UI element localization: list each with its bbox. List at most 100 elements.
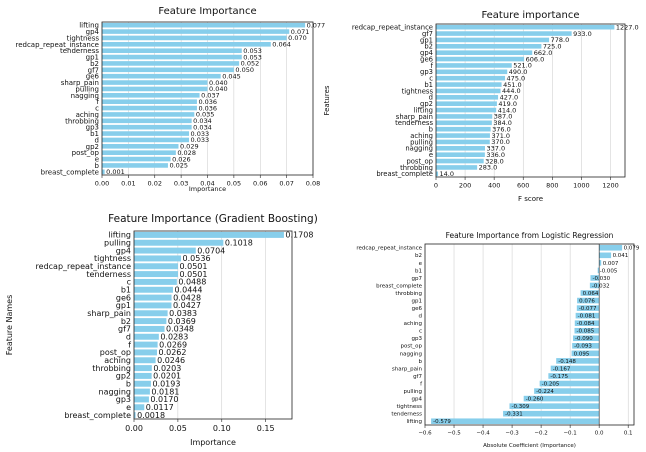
x-tick-label: 0.05: [169, 424, 187, 433]
data-label: 0.034: [193, 123, 212, 131]
category-label: e: [419, 261, 423, 267]
data-label: -0.260: [526, 397, 544, 403]
data-label: 336.0: [486, 151, 505, 159]
data-label: 725.0: [543, 43, 562, 51]
x-axis-label: F score: [518, 195, 543, 203]
category-label: gp3: [116, 395, 131, 404]
x-axis-label: Importance: [190, 438, 236, 447]
category-label: gp1: [86, 54, 99, 62]
data-label: 0.095: [574, 351, 590, 357]
data-label: -0.030: [592, 276, 610, 282]
category-label: throbbing: [400, 164, 433, 172]
category-label: gp4: [86, 28, 100, 36]
x-tick-label: 1000: [573, 182, 590, 190]
x-tick-label: 0.15: [257, 424, 275, 433]
data-label: 778.0: [551, 36, 570, 44]
data-label: -0.224: [536, 389, 554, 395]
category-label: redcap_repeat_instance: [15, 41, 99, 49]
bar: [436, 37, 550, 43]
category-label: f: [128, 340, 131, 349]
category-label: throbbing: [395, 291, 422, 297]
category-label: nagging: [405, 145, 433, 153]
data-label: 414.0: [498, 106, 517, 114]
bar: [548, 373, 600, 379]
category-label: post_op: [72, 149, 100, 157]
data-label: 0.0501: [179, 270, 207, 279]
data-label: 283.0: [479, 164, 498, 172]
category-label: pulling: [410, 138, 433, 146]
data-label: -0.032: [592, 283, 610, 289]
category-label: b1: [121, 286, 131, 295]
data-label: 0.0369: [168, 317, 196, 326]
chart-gradient-boosting-importance: lifting 0.1708 pulling 0.1018 gp4 0.0704 tight…: [5, 213, 318, 447]
data-label: -0.077: [579, 306, 597, 312]
data-label: 606.0: [526, 55, 545, 63]
category-label: breast_complete: [64, 411, 131, 420]
x-tick-label: 0.0: [595, 431, 604, 437]
category-label: gp3: [412, 336, 423, 342]
data-label: 0.036: [198, 98, 217, 106]
bar: [574, 327, 600, 334]
data-label: 384.0: [493, 119, 512, 127]
category-label: throbbing: [92, 364, 131, 373]
bar: [509, 403, 600, 409]
bar: [431, 418, 600, 425]
data-label: 0.0246: [157, 356, 185, 365]
x-axis-label: Importance: [189, 185, 226, 193]
category-label: redcap_repeat_instance: [352, 24, 433, 32]
category-label: lifting: [414, 106, 433, 114]
data-label: 0.037: [201, 92, 220, 100]
data-label: 387.0: [494, 113, 513, 121]
data-label: 0.077: [307, 21, 326, 29]
data-label: 0.041: [613, 253, 629, 259]
bar: [134, 247, 196, 254]
category-label: breast_complete: [376, 283, 422, 289]
category-label: tenderness: [60, 47, 99, 55]
data-label: 0.036: [198, 104, 217, 112]
data-label: -0.167: [553, 366, 571, 372]
bar: [102, 150, 176, 155]
category-label: lifting: [79, 22, 99, 30]
data-label: 0.064: [583, 291, 599, 297]
data-label: -0.081: [578, 314, 596, 320]
bar: [102, 131, 190, 136]
bar: [576, 305, 600, 311]
category-label: post_op: [401, 344, 423, 350]
category-label: b2: [424, 43, 433, 51]
data-label: 1227.0: [616, 23, 639, 31]
bar: [134, 341, 158, 348]
data-label: 376.0: [492, 125, 511, 133]
data-label: 0.045: [222, 72, 241, 80]
bar: [134, 239, 224, 246]
bar: [436, 50, 533, 55]
category-label: f: [420, 381, 423, 387]
bar: [134, 271, 178, 278]
data-label: 0.028: [177, 149, 196, 157]
category-label: redcap_repeat_instance: [36, 262, 132, 271]
bar: [571, 350, 600, 357]
bar: [134, 365, 152, 372]
category-label: b: [429, 126, 433, 134]
category-label: gp2: [116, 372, 131, 381]
category-label: f: [97, 98, 100, 106]
bar: [102, 73, 221, 79]
plot-frame: [133, 230, 293, 420]
category-label: gp4: [116, 246, 131, 255]
bar: [102, 169, 105, 175]
category-label: gp2: [420, 100, 433, 108]
category-label: tightness: [94, 254, 131, 263]
data-label: 0.052: [241, 60, 260, 68]
data-label: 0.053: [243, 47, 262, 55]
data-label: 0.0348: [166, 325, 194, 334]
category-label: sharp_pain: [392, 366, 423, 372]
bar: [436, 56, 525, 62]
category-label: gf7: [422, 30, 433, 38]
bar: [134, 318, 167, 325]
bar: [102, 61, 240, 66]
data-label: -0.309: [511, 404, 529, 410]
chart-title: Feature Importance: [158, 6, 256, 17]
data-label: -0.205: [542, 381, 560, 387]
bar: [134, 349, 157, 356]
chart-rf-feature-importance: lifting 0.077 gp4 0.071 tightness 0.070 redcap…: [15, 6, 326, 193]
bar: [102, 35, 287, 41]
